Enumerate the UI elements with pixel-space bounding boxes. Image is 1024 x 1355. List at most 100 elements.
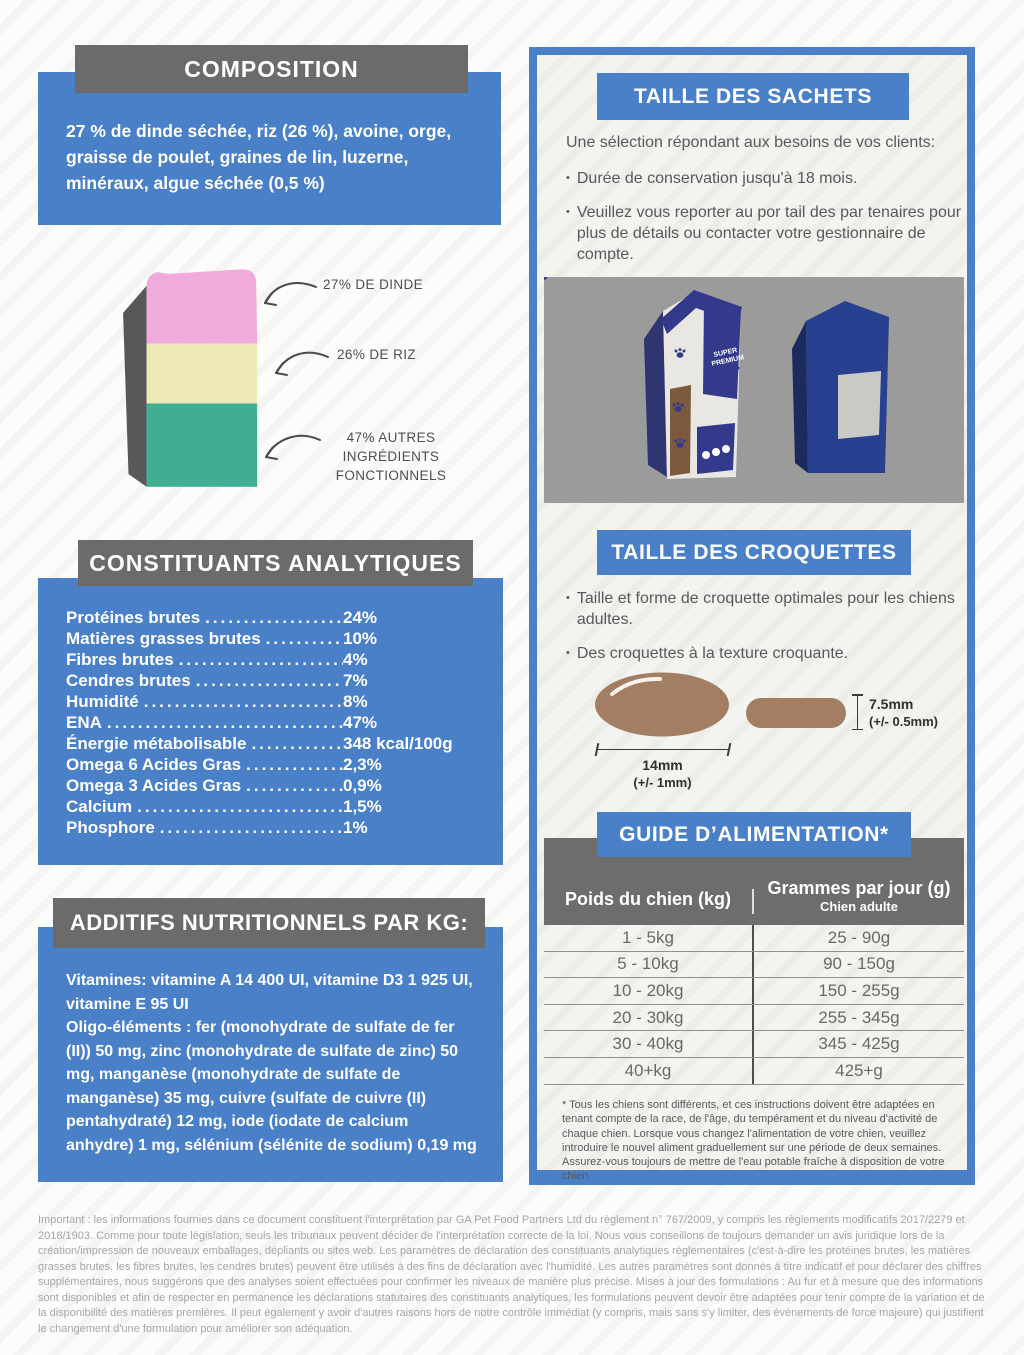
kibble-height-measure: [852, 694, 863, 730]
right-info-panel: TAILLE DES SACHETS Une sélection réponda…: [529, 47, 975, 1185]
curved-arrow-icon: [264, 282, 317, 306]
curved-arrow-icon: [275, 351, 329, 376]
croquettes-bullets: Taille et forme de croquette optimales p…: [566, 588, 964, 677]
analytique-value: 24%: [343, 608, 378, 627]
bag-segment-label-dinde: 27% DE DINDE: [323, 277, 424, 292]
bag-segment-label-autres: 47% AUTRES INGRÉDIENTS FONCTIONNELS: [335, 430, 447, 483]
analytiques-box: Protéines brutes 24% Matières grasses br…: [38, 578, 503, 865]
guide-col-grams: Grammes par jour (g) Chien adulte: [754, 878, 964, 914]
analytique-label: Cendres brutes: [66, 671, 191, 690]
guide-weight-cell: 10 - 20kg: [544, 978, 754, 1004]
analytique-label: Calcium: [66, 797, 133, 816]
analytique-label: Omega 6 Acides Gras: [66, 755, 242, 774]
composition-box: 27 % de dinde séchée, riz (26 %), avoine…: [38, 72, 501, 225]
bullet-item: Taille et forme de croquette optimales p…: [566, 588, 964, 630]
analytique-row: Calcium 1,5%: [66, 797, 467, 818]
dotted-leader: [174, 650, 343, 670]
analytique-value: 348 kcal/100g: [343, 734, 453, 753]
composition-bag-illustration: [123, 269, 258, 487]
additifs-box: Vitamines: vitamine A 14 400 UI, vitamin…: [38, 927, 503, 1182]
guide-section-title: GUIDE D’ALIMENTATION*: [597, 812, 911, 857]
kibble-height-tolerance: (+/- 0.5mm): [869, 714, 938, 729]
additifs-paragraph: Oligo-éléments : fer (monohydrate de sul…: [66, 1019, 477, 1154]
additifs-section-title: ADDITIFS NUTRITIONNELS PAR KG:: [53, 898, 485, 948]
additifs-paragraphs: Vitamines: vitamine A 14 400 UI, vitamin…: [38, 927, 503, 1157]
guide-weight-cell: 20 - 30kg: [544, 1004, 754, 1031]
analytique-label: Phosphore: [66, 818, 155, 837]
analytique-value: 2,3%: [343, 755, 382, 774]
sachets-intro: Une sélection répondant aux besoins de v…: [566, 134, 936, 151]
additifs-paragraph: Vitamines: vitamine A 14 400 UI, vitamin…: [66, 972, 473, 1013]
kibble-height-labels: 7.5mm (+/- 0.5mm): [869, 695, 938, 731]
analytique-row: Phosphore 1%: [66, 818, 467, 839]
kibble-top-view: [595, 672, 729, 737]
guide-footnote: * Tous les chiens sont différents, et ce…: [562, 1099, 945, 1183]
dotted-leader: [139, 692, 343, 712]
composition-section-title: COMPOSITION: [75, 45, 468, 93]
bullet-item: Veuillez vous reporter au por tail des p…: [566, 202, 964, 265]
sachet-brand-text: SUPER: [713, 347, 738, 359]
analytique-value: 10%: [343, 629, 378, 648]
bag-sizes-illustration: SUPER PREMIUM: [544, 277, 964, 503]
guide-table-row: 20 - 30kg 255 - 345g: [544, 1004, 964, 1032]
guide-table-row: 40+kg 425+g: [544, 1057, 964, 1085]
analytique-row: Protéines brutes 24%: [66, 608, 467, 629]
kibble-height-value: 7.5mm: [869, 696, 914, 712]
analytiques-section-title: CONSTITUANTS ANALYTIQUES: [78, 540, 473, 586]
dotted-leader: [241, 755, 343, 775]
guide-weight-cell: 30 - 40kg: [544, 1031, 754, 1057]
dotted-leader: [200, 608, 343, 628]
analytique-label: ENA: [66, 713, 102, 732]
legal-disclaimer: Important : les informations fournies da…: [38, 1214, 985, 1335]
analytique-row: Omega 3 Acides Gras 0,9%: [66, 776, 467, 797]
analytique-row: Matières grasses brutes 10%: [66, 629, 467, 650]
analytique-row: Énergie métabolisable 348 kcal/100g: [66, 734, 467, 755]
guide-grams-cell: 25 - 90g: [827, 927, 891, 947]
analytique-label: Énergie métabolisable: [66, 734, 247, 753]
guide-grams-cell: 255 - 345g: [818, 1007, 900, 1027]
dotted-leader: [102, 713, 343, 733]
kibble-width-value: 14mm: [642, 757, 683, 773]
guide-table-row: 30 - 40kg 345 - 425g: [544, 1031, 964, 1058]
guide-col-weight: Poids du chien (kg): [544, 889, 754, 914]
analytique-row: Cendres brutes 7%: [66, 671, 467, 692]
dotted-leader: [246, 734, 343, 754]
composition-text: 27 % de dinde séchée, riz (26 %), avoine…: [66, 121, 452, 193]
kibble-side-view: [746, 698, 846, 728]
bullet-item: Des croquettes à la texture croquante.: [566, 643, 964, 664]
analytique-value: 1,5%: [343, 797, 382, 816]
dotted-leader: [241, 776, 343, 796]
kibble-width-tolerance: (+/- 1mm): [633, 775, 692, 790]
guide-col-grams-sub: Chien adulte: [819, 899, 898, 914]
analytique-label: Matières grasses brutes: [66, 629, 261, 648]
sachets-section-title: TAILLE DES SACHETS: [597, 73, 909, 120]
guide-grams-cell: 425+g: [835, 1060, 883, 1080]
analytique-value: 1%: [343, 818, 368, 837]
analytique-value: 7%: [343, 671, 368, 690]
analytiques-rows: Protéines brutes 24% Matières grasses br…: [38, 578, 503, 839]
bag-segment-label-riz: 26% DE RIZ: [337, 347, 417, 362]
guide-table-row: 10 - 20kg 150 - 255g: [544, 978, 964, 1005]
analytique-value: 47%: [343, 713, 378, 732]
dotted-leader: [191, 671, 343, 691]
analytique-label: Omega 3 Acides Gras: [66, 776, 242, 795]
guide-table-body: 1 - 5kg 25 - 90g 5 - 10kg 90 - 150g 10 -…: [544, 925, 964, 1085]
analytique-value: 0,9%: [343, 776, 382, 795]
analytique-row: Humidité 8%: [66, 692, 467, 713]
guide-weight-cell: 40+kg: [544, 1057, 754, 1084]
analytique-value: 4%: [343, 650, 368, 669]
dotted-leader: [261, 629, 343, 649]
guide-grams-cell: 345 - 425g: [818, 1034, 900, 1054]
measure-line: [596, 749, 729, 750]
guide-weight-cell: 5 - 10kg: [544, 951, 754, 978]
guide-table-row: 1 - 5kg 25 - 90g: [544, 925, 964, 952]
analytique-row: ENA 47%: [66, 713, 467, 734]
dotted-leader: [155, 818, 343, 838]
guide-table-row: 5 - 10kg 90 - 150g: [544, 951, 964, 979]
dotted-leader: [132, 797, 343, 817]
analytique-label: Protéines brutes: [66, 608, 201, 627]
guide-grams-cell: 150 - 255g: [818, 980, 900, 1000]
bullet-item: Durée de conservation jusqu'à 18 mois.: [566, 168, 964, 189]
croquettes-section-title: TAILLE DES CROQUETTES: [597, 530, 911, 575]
